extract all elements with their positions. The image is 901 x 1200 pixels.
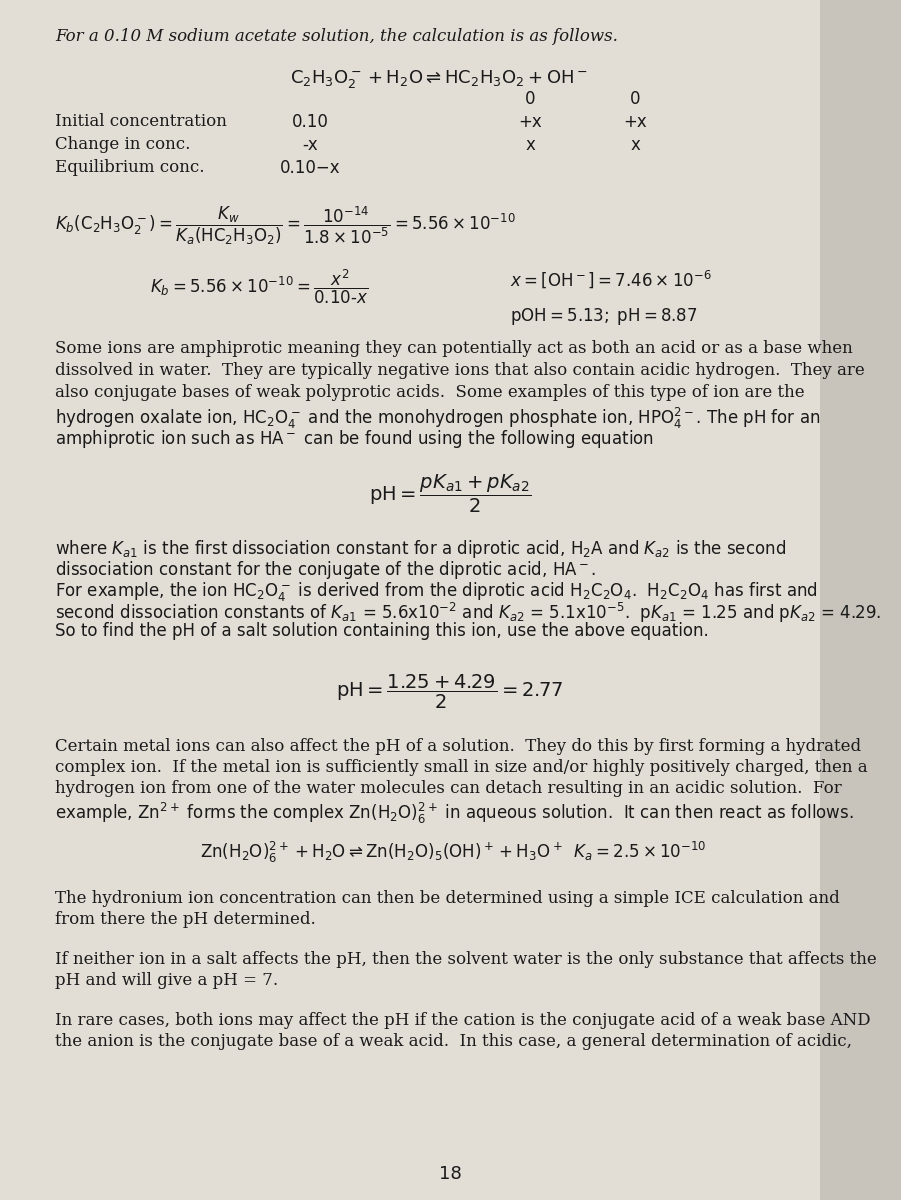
- Text: $\mathrm{pOH} = 5.13;\; \mathrm{pH} = 8.87$: $\mathrm{pOH} = 5.13;\; \mathrm{pH} = 8.…: [510, 306, 697, 326]
- Text: Change in conc.: Change in conc.: [55, 136, 190, 152]
- Text: If neither ion in a salt affects the pH, then the solvent water is the only subs: If neither ion in a salt affects the pH,…: [55, 950, 877, 968]
- Text: example, $\mathrm{Zn^{2+}}$ forms the complex $\mathrm{Zn(H_2O)_6^{2+}}$ in aque: example, $\mathrm{Zn^{2+}}$ forms the co…: [55, 802, 853, 826]
- Text: -x: -x: [302, 136, 318, 154]
- Text: Initial concentration: Initial concentration: [55, 113, 227, 130]
- Text: $K_b = 5.56\times10^{-10} = \dfrac{x^2}{0.10\text{-}x}$: $K_b = 5.56\times10^{-10} = \dfrac{x^2}{…: [150, 268, 369, 306]
- Text: x: x: [630, 136, 640, 154]
- Text: from there the pH determined.: from there the pH determined.: [55, 911, 315, 928]
- Text: $x = [\mathrm{OH^-}] = 7.46\times10^{-6}$: $x = [\mathrm{OH^-}] = 7.46\times10^{-6}…: [510, 268, 712, 289]
- Text: dissociation constant for the conjugate of the diprotic acid, $\mathrm{HA^-}$.: dissociation constant for the conjugate …: [55, 559, 596, 581]
- Text: pH and will give a pH = 7.: pH and will give a pH = 7.: [55, 972, 278, 989]
- Text: Certain metal ions can also affect the pH of a solution.  They do this by first : Certain metal ions can also affect the p…: [55, 738, 861, 755]
- Text: amphiprotic ion such as $\mathrm{HA^-}$ can be found using the following equatio: amphiprotic ion such as $\mathrm{HA^-}$ …: [55, 428, 654, 450]
- Text: So to find the pH of a salt solution containing this ion, use the above equation: So to find the pH of a salt solution con…: [55, 622, 709, 640]
- Text: 0.10−x: 0.10−x: [279, 158, 341, 176]
- Text: Equilibrium conc.: Equilibrium conc.: [55, 158, 205, 176]
- Text: Some ions are amphiprotic meaning they can potentially act as both an acid or as: Some ions are amphiprotic meaning they c…: [55, 340, 852, 358]
- Text: $\mathrm{pH} = \dfrac{pK_{a1} + pK_{a2}}{2}$: $\mathrm{pH} = \dfrac{pK_{a1} + pK_{a2}}…: [369, 473, 532, 515]
- Text: complex ion.  If the metal ion is sufficiently small in size and/or highly posit: complex ion. If the metal ion is suffici…: [55, 758, 868, 776]
- Text: $\mathrm{C_2H_3O_2^- + H_2O \rightleftharpoons HC_2H_3O_2 + OH^-}$: $\mathrm{C_2H_3O_2^- + H_2O \rightleftha…: [290, 68, 588, 90]
- Text: For example, the ion $\mathrm{HC_2O_4^-}$ is derived from the diprotic acid $\ma: For example, the ion $\mathrm{HC_2O_4^-}…: [55, 580, 818, 602]
- Text: x: x: [525, 136, 535, 154]
- Text: +x: +x: [518, 113, 542, 131]
- Text: $K_b(\mathrm{C_2H_3O_2^-}) = \dfrac{K_w}{K_a(\mathrm{HC_2H_3O_2})} = \dfrac{10^{: $K_b(\mathrm{C_2H_3O_2^-}) = \dfrac{K_w}…: [55, 205, 515, 247]
- Text: 18: 18: [439, 1165, 461, 1183]
- Text: hydrogen ion from one of the water molecules can detach resulting in an acidic s: hydrogen ion from one of the water molec…: [55, 780, 842, 797]
- Text: The hydronium ion concentration can then be determined using a simple ICE calcul: The hydronium ion concentration can then…: [55, 890, 840, 907]
- Text: the anion is the conjugate base of a weak acid.  In this case, a general determi: the anion is the conjugate base of a wea…: [55, 1033, 852, 1050]
- Text: 0.10: 0.10: [292, 113, 329, 131]
- Text: also conjugate bases of weak polyprotic acids.  Some examples of this type of io: also conjugate bases of weak polyprotic …: [55, 384, 805, 401]
- Text: hydrogen oxalate ion, $\mathrm{HC_2O_4^-}$ and the monohydrogen phosphate ion, $: hydrogen oxalate ion, $\mathrm{HC_2O_4^-…: [55, 406, 821, 431]
- Text: In rare cases, both ions may affect the pH if the cation is the conjugate acid o: In rare cases, both ions may affect the …: [55, 1012, 870, 1028]
- Text: $\mathrm{pH} = \dfrac{1.25 + 4.29}{2} = 2.77$: $\mathrm{pH} = \dfrac{1.25 + 4.29}{2} = …: [336, 673, 564, 712]
- Text: 0: 0: [630, 90, 641, 108]
- Text: For a 0.10 M sodium acetate solution, the calculation is as follows.: For a 0.10 M sodium acetate solution, th…: [55, 28, 618, 44]
- Text: second dissociation constants of $K_{a1}$ = 5.6x10$^{-2}$ and $K_{a2}$ = 5.1x10$: second dissociation constants of $K_{a1}…: [55, 601, 881, 625]
- Text: 0: 0: [524, 90, 535, 108]
- Text: dissolved in water.  They are typically negative ions that also contain acidic h: dissolved in water. They are typically n…: [55, 362, 865, 379]
- Text: where $K_{a1}$ is the first dissociation constant for a diprotic acid, $\mathrm{: where $K_{a1}$ is the first dissociation…: [55, 538, 786, 560]
- Text: +x: +x: [623, 113, 647, 131]
- Text: $\mathrm{Zn(H_2O)_6^{2+} + H_2O \rightleftharpoons Zn(H_2O)_5(OH)^+ + H_3O^+}$$\: $\mathrm{Zn(H_2O)_6^{2+} + H_2O \rightle…: [200, 840, 706, 865]
